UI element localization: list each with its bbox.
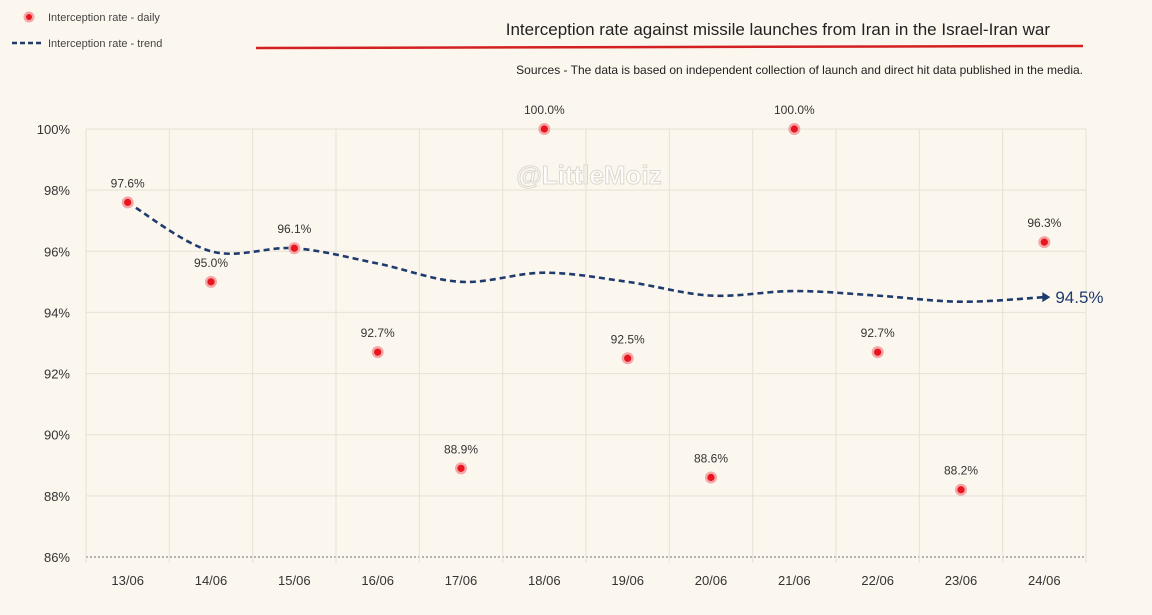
data-point-marker: [1040, 238, 1048, 246]
data-point-marker: [874, 348, 882, 356]
data-point: [1038, 236, 1051, 249]
data-point: [621, 352, 634, 365]
x-tick-label: 16/06: [361, 573, 394, 588]
legend-trend-label: Interception rate - trend: [48, 38, 162, 50]
y-tick-label: 98%: [44, 183, 70, 198]
x-tick-label: 23/06: [945, 573, 978, 588]
y-tick-label: 100%: [37, 122, 71, 137]
y-tick-label: 90%: [44, 428, 70, 443]
y-tick-label: 94%: [44, 305, 70, 320]
data-point-marker: [290, 244, 298, 252]
data-point: [455, 462, 467, 475]
x-tick-label: 15/06: [278, 573, 311, 588]
data-label: 88.2%: [944, 464, 978, 478]
data-label: 88.9%: [444, 442, 478, 456]
data-label: 88.6%: [694, 452, 728, 466]
daily-series: [121, 123, 1051, 496]
watermark: @LittleMoiz: [516, 160, 661, 190]
data-label: 96.3%: [1027, 216, 1061, 230]
data-point-marker: [707, 473, 715, 482]
data-label: 100.0%: [524, 103, 565, 117]
x-tick-label: 13/06: [111, 573, 144, 588]
data-point: [538, 123, 551, 135]
data-point: [705, 471, 717, 484]
data-label: 100.0%: [774, 103, 815, 117]
x-axis-ticks: 13/06 14/06 15/06 16/06 17/06 18/06 19/06 20/06…: [111, 573, 1060, 588]
data-label: 95.0%: [194, 256, 228, 270]
data-point-marker: [207, 278, 215, 286]
data-point: [871, 346, 884, 359]
data-label: 96.1%: [277, 222, 311, 236]
x-tick-label: 14/06: [195, 573, 228, 588]
data-point-marker: [624, 354, 632, 362]
data-label: 92.7%: [861, 326, 895, 340]
y-tick-label: 92%: [44, 367, 70, 382]
data-point-marker: [957, 486, 965, 494]
x-tick-label: 20/06: [695, 573, 728, 588]
data-point: [371, 346, 384, 359]
y-axis-ticks: 86% 88% 90% 92% 94% 96% 98% 100%: [37, 122, 71, 565]
data-point-marker: [457, 464, 465, 472]
x-tick-label: 19/06: [611, 573, 644, 588]
trend-series: 94.5%: [127, 201, 1104, 307]
trend-arrowhead: [1042, 292, 1051, 303]
data-point: [205, 275, 217, 288]
data-point-marker: [790, 125, 798, 133]
chart-title: Interception rate against missile launch…: [506, 20, 1051, 39]
data-label: 92.5%: [611, 332, 645, 346]
legend-daily-marker: [26, 14, 32, 20]
data-point-marker: [124, 198, 132, 206]
trend-end-label: 94.5%: [1055, 288, 1103, 307]
data-point: [788, 123, 801, 135]
grid: [85, 128, 1087, 563]
x-tick-label: 24/06: [1028, 573, 1061, 588]
y-tick-label: 88%: [44, 489, 70, 504]
x-tick-label: 21/06: [778, 573, 811, 588]
legend-daily-label: Interception rate - daily: [48, 12, 160, 24]
y-tick-label: 96%: [44, 244, 70, 259]
data-point-marker: [540, 125, 548, 133]
x-tick-label: 18/06: [528, 573, 561, 588]
legend-item-trend: Interception rate - trend: [12, 38, 162, 50]
data-labels: 97.6% 95.0% 96.1% 92.7% 88.9% 100.0% 92.5% 88.6…: [111, 103, 1062, 478]
data-point: [955, 483, 967, 496]
trend-line: [127, 201, 1045, 304]
x-tick-label: 22/06: [861, 573, 894, 588]
data-point: [121, 196, 134, 209]
chart-subtitle: Sources - The data is based on independe…: [516, 63, 1083, 77]
data-label: 97.6%: [111, 176, 145, 190]
y-tick-label: 86%: [44, 550, 70, 565]
legend-item-daily: Interception rate - daily: [23, 11, 160, 24]
title-underline: [255, 44, 1084, 50]
legend: Interception rate - daily Interception r…: [12, 11, 162, 50]
data-label: 92.7%: [361, 326, 395, 340]
x-tick-label: 17/06: [445, 573, 478, 588]
data-point: [288, 242, 301, 255]
data-point-marker: [374, 348, 382, 356]
